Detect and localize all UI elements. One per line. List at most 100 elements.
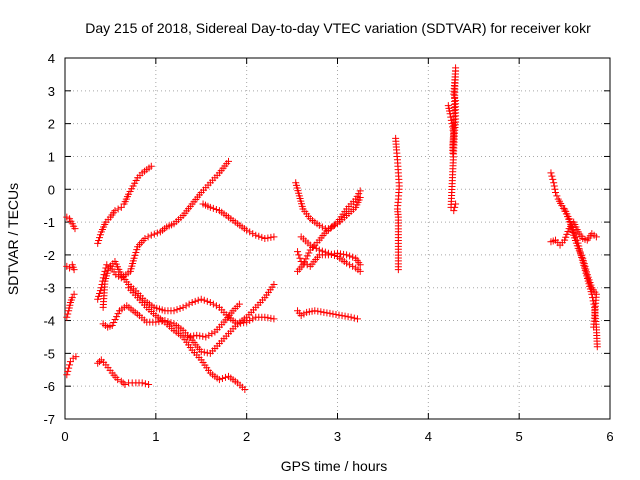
data-point [130, 254, 138, 262]
data-point [114, 205, 122, 213]
series-arc-h [99, 257, 278, 328]
data-point [552, 189, 559, 197]
data-point [132, 248, 140, 256]
data-point [593, 343, 601, 351]
data-point [96, 287, 104, 295]
data-point [347, 313, 355, 321]
series-arc-g [94, 157, 232, 303]
data-point [153, 229, 161, 237]
data-point [320, 308, 328, 316]
data-point [318, 247, 326, 255]
data-point [592, 233, 600, 241]
series-arc-v [561, 205, 600, 331]
data-point [96, 234, 104, 242]
data-point [356, 261, 364, 269]
data-point [205, 331, 213, 339]
data-point [114, 310, 122, 318]
data-point [200, 348, 208, 356]
series-arc-q [297, 233, 364, 275]
series-arc-j [125, 284, 249, 393]
data-point [68, 294, 76, 302]
data-point [196, 332, 204, 340]
data-point [309, 243, 317, 251]
series-arc-d [63, 353, 80, 379]
data-point [241, 385, 249, 393]
data-point [267, 314, 275, 322]
data-point [193, 331, 201, 339]
data-point [206, 298, 214, 306]
data-point [335, 311, 343, 319]
series-arc-p [294, 307, 361, 323]
data-point [96, 358, 104, 366]
data-point [264, 314, 272, 322]
data-point [94, 359, 102, 367]
data-point [346, 261, 354, 269]
x-tick-label: 2 [243, 429, 250, 444]
data-point [70, 290, 78, 298]
data-point [66, 361, 74, 369]
data-point [117, 377, 125, 385]
data-point [311, 307, 319, 315]
data-point [299, 261, 307, 269]
data-point [94, 239, 102, 247]
data-point [306, 241, 314, 249]
data-point [270, 233, 278, 241]
data-point [318, 223, 326, 231]
data-point [300, 258, 308, 266]
data-point [64, 367, 72, 375]
series-arc-l [199, 200, 278, 242]
series-arc-a [63, 213, 79, 233]
data-point [235, 300, 243, 308]
data-point [197, 295, 205, 303]
data-point [200, 296, 208, 304]
data-point [326, 309, 334, 317]
data-point [356, 187, 364, 195]
data-point [562, 233, 570, 241]
series-arc-e [94, 356, 153, 389]
data-point [188, 298, 196, 306]
y-tick-label: 4 [48, 51, 55, 66]
data-point [111, 316, 119, 324]
data-point [353, 315, 361, 323]
data-point [182, 302, 190, 310]
data-point [450, 90, 458, 98]
data-point [303, 252, 311, 260]
series-arc-r [392, 134, 403, 274]
data-point [152, 318, 160, 326]
x-tick-label: 6 [606, 429, 613, 444]
series-arc-f [94, 162, 155, 247]
data-point [141, 235, 149, 242]
data-point [65, 364, 73, 372]
y-tick-label: -4 [43, 314, 55, 329]
series-arc-s [444, 64, 460, 215]
data-point [343, 251, 351, 259]
data-point [330, 251, 338, 259]
data-point [317, 308, 325, 316]
data-point [179, 303, 187, 311]
data-point [209, 204, 217, 212]
x-tick-label: 4 [425, 429, 432, 444]
data-point [338, 312, 346, 320]
y-tick-label: 2 [48, 117, 55, 132]
data-point [170, 307, 178, 315]
data-point [95, 292, 103, 300]
y-tick-label: -5 [43, 346, 55, 361]
axis-ticks: 0 1 2 3 4 5 6 -7 -6 -5 -4 -3 -2 -1 0 1 2 3 4 [43, 51, 613, 444]
data-point [550, 179, 558, 187]
data-point [243, 226, 251, 234]
data-point [344, 313, 352, 321]
data-point [315, 246, 323, 254]
data-point [145, 381, 153, 389]
data-point [563, 230, 571, 238]
data-point [302, 255, 310, 263]
data-point [547, 169, 555, 177]
series-arc-c [63, 290, 78, 321]
data-point [246, 317, 254, 325]
data-point [246, 228, 254, 236]
series-arc-b [63, 261, 78, 274]
x-tick-label: 1 [152, 429, 159, 444]
data-point [173, 306, 181, 314]
data-point [209, 300, 217, 308]
data-point [451, 203, 459, 211]
